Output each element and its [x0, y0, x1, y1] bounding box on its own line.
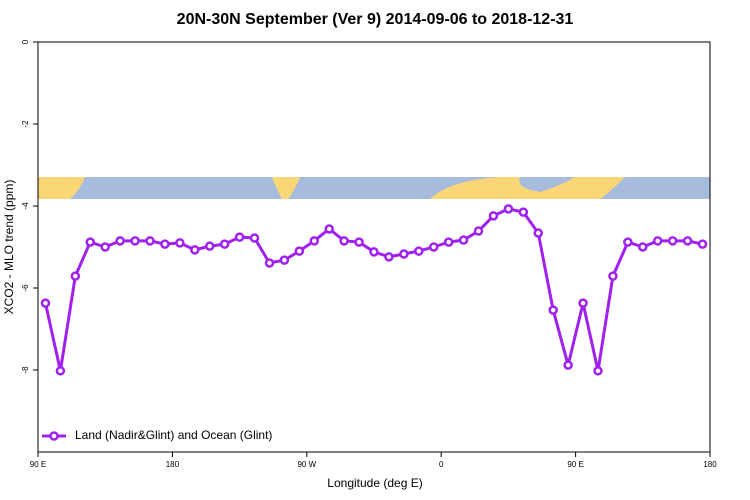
data-point [473, 226, 484, 236]
data-point [652, 236, 663, 246]
y-tick-label: -4 [21, 202, 30, 210]
data-point [55, 366, 66, 376]
data-point [414, 246, 424, 256]
data-point [384, 252, 394, 262]
data-point [160, 239, 170, 249]
x-tick-label: 0 [439, 460, 444, 469]
data-point [548, 305, 558, 315]
data-point [175, 238, 185, 248]
y-tick-label: 0 [21, 39, 30, 44]
data-point [40, 298, 51, 308]
x-tick-label: 180 [166, 460, 180, 469]
data-point [623, 237, 633, 247]
series-line [44, 207, 703, 372]
data-point [518, 207, 529, 217]
data-point [219, 239, 230, 249]
data-point [324, 224, 334, 234]
data-point [115, 236, 125, 246]
data-point [279, 255, 290, 265]
data-point [70, 271, 81, 281]
data-point [563, 360, 573, 370]
data-point [443, 237, 454, 247]
x-tick-label: 90 E [567, 460, 583, 469]
data-point [145, 236, 155, 246]
data-point [294, 246, 305, 256]
legend-label: Land (Nadir&Glint) and Ocean (Glint) [75, 428, 272, 442]
data-point [458, 235, 469, 245]
data-point [234, 232, 245, 242]
y-tick-label: -6 [21, 284, 30, 292]
data-point [503, 204, 514, 214]
x-tick-label: 90 W [297, 460, 316, 469]
x-axis-label: Longitude (deg E) [327, 476, 422, 490]
data-point [264, 258, 275, 268]
data-point [533, 228, 544, 238]
data-point [608, 271, 618, 281]
data-point [309, 236, 320, 246]
x-tick-label: 180 [703, 460, 717, 469]
data-point [369, 247, 379, 257]
data-point [204, 241, 215, 251]
map-strip [38, 177, 710, 199]
data-point [488, 211, 499, 221]
data-point [697, 239, 708, 249]
data-point [130, 236, 140, 246]
data-point [190, 245, 200, 255]
data-point [249, 233, 260, 243]
y-tick-label: -2 [21, 120, 30, 128]
x-tick-label: 90 E [30, 460, 46, 469]
data-point [682, 236, 693, 246]
data-point [399, 249, 409, 259]
data-point [339, 236, 349, 246]
data-point [100, 242, 110, 252]
y-tick-label: -8 [21, 366, 30, 374]
legend-marker [49, 431, 59, 441]
data-point [578, 298, 588, 308]
data-point [638, 242, 648, 252]
data-point [428, 242, 439, 252]
data-point [354, 237, 364, 247]
data-point [593, 366, 603, 376]
data-point [85, 237, 96, 247]
y-axis-label: XCO2 - MLO trend (ppm) [2, 180, 16, 315]
chart-title: 20N-30N September (Ver 9) 2014-09-06 to … [177, 11, 574, 28]
plot-frame [37, 41, 711, 453]
data-point [667, 236, 678, 246]
